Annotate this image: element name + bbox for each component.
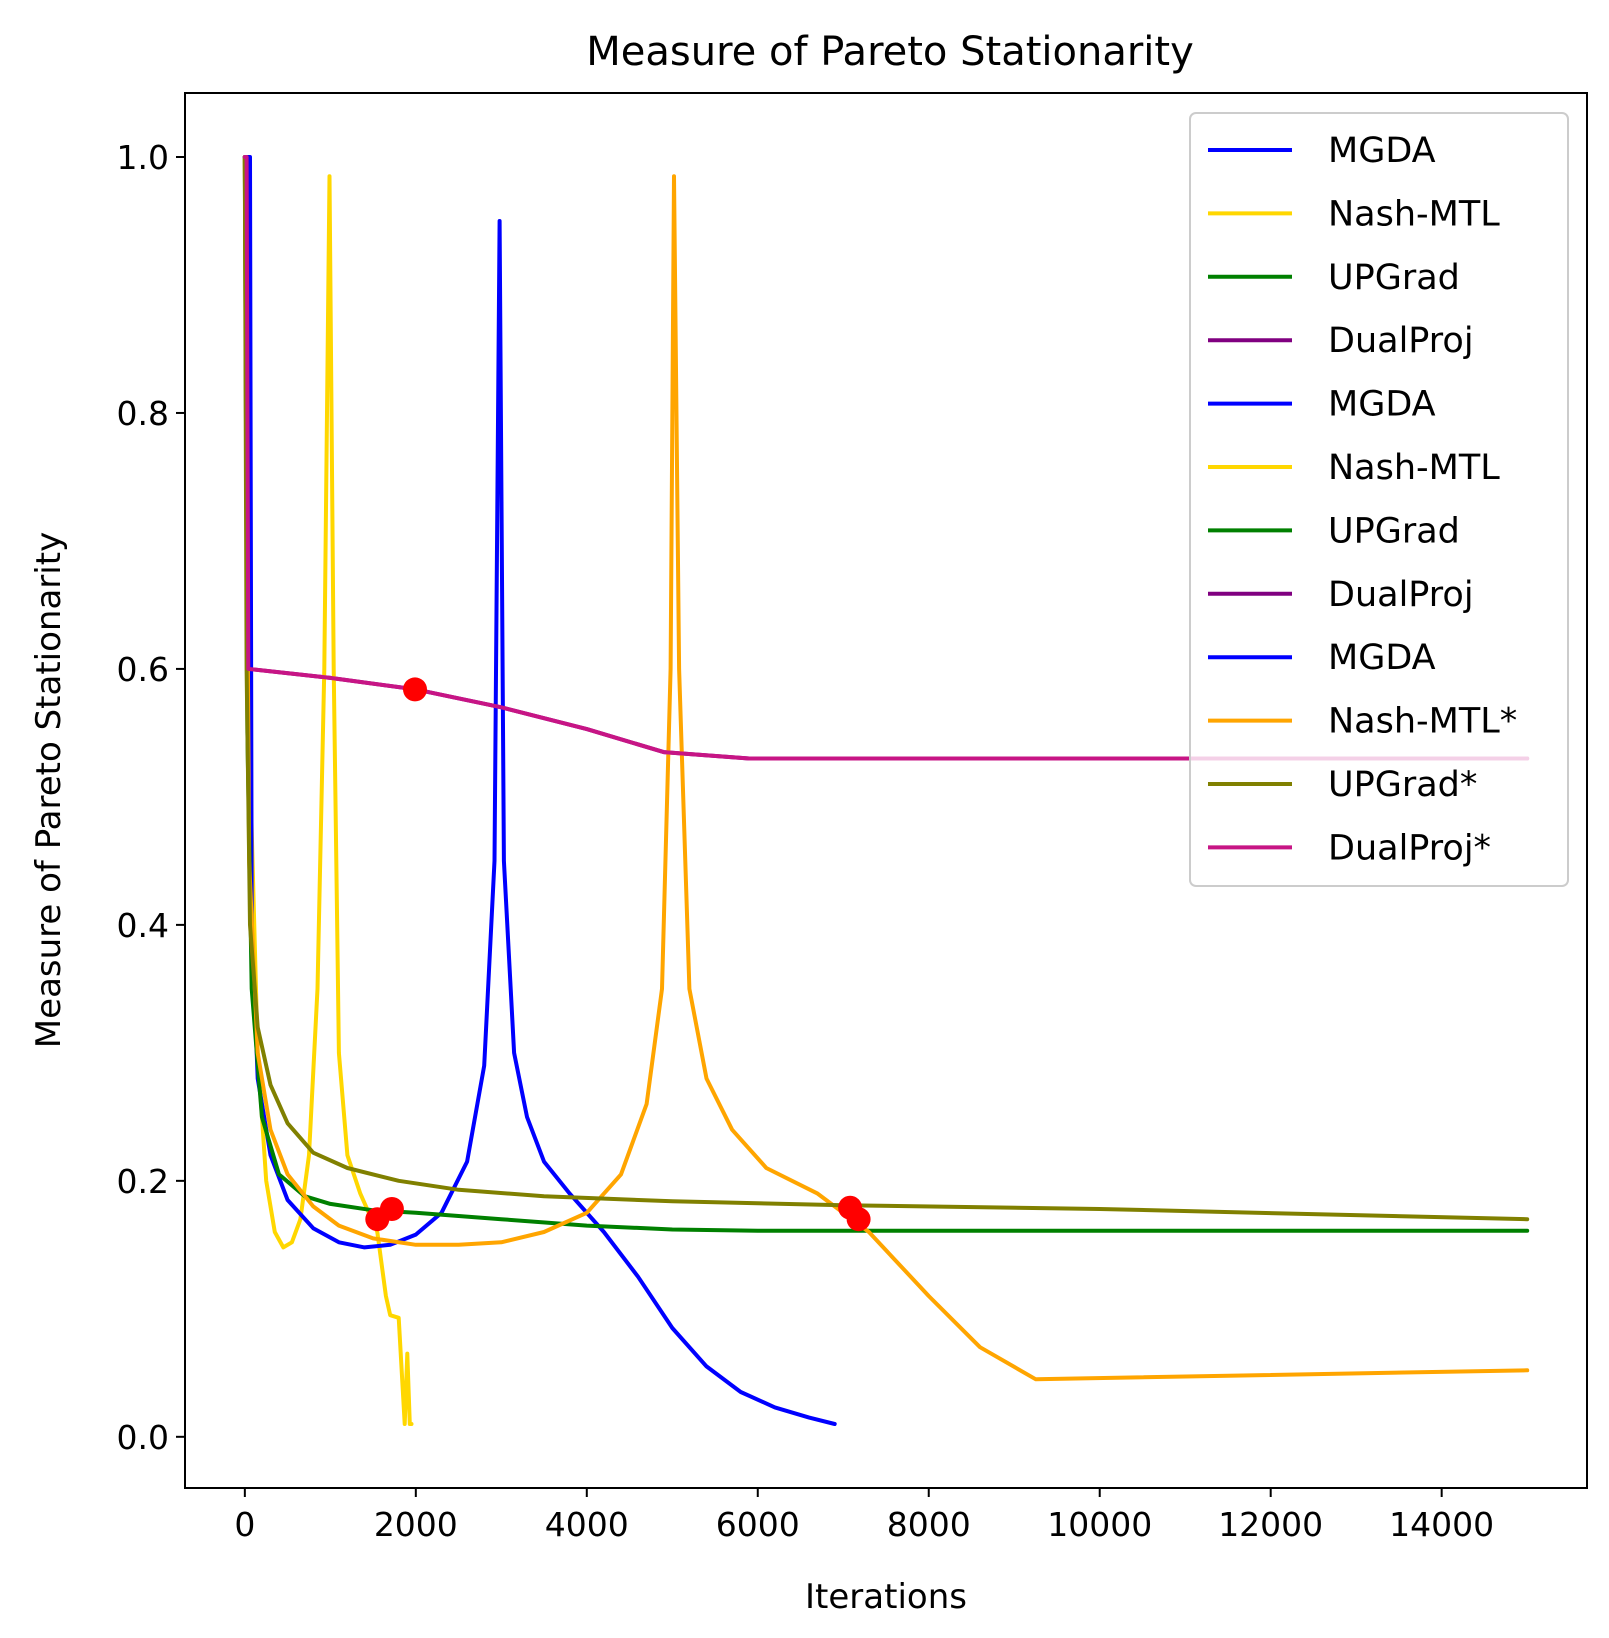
series-line-upgrad-3 [242, 155, 1530, 1233]
marker-point-1 [379, 1197, 404, 1221]
chart-title: Measure of Pareto Stationarity [586, 29, 1194, 75]
legend-box [1189, 112, 1569, 887]
plot-area [242, 155, 1530, 1426]
y-tick-label: 1.0 [117, 138, 169, 177]
x-axis-title: Iterations [805, 1577, 967, 1617]
legend-label: DualProj [1328, 321, 1474, 361]
marker-point-4 [846, 1207, 871, 1232]
legend-label: Nash-MTL* [1328, 702, 1517, 742]
legend-label: MGDA [1328, 131, 1436, 171]
series-line-upgrad-5 [242, 155, 1530, 1222]
x-tick-label: 10000 [1047, 1505, 1152, 1544]
marker-point-2 [403, 677, 427, 702]
series-line-mgda-2 [242, 155, 837, 1426]
x-tick-label: 4000 [545, 1505, 629, 1544]
x-tick-label: 6000 [716, 1505, 800, 1544]
y-axis-title: Measure of Pareto Stationarity [29, 532, 69, 1048]
x-tick-label: 2000 [374, 1505, 458, 1544]
x-tick-label: 8000 [887, 1505, 971, 1544]
plot-frame [184, 92, 1588, 1489]
y-tick-label: 0.6 [117, 650, 169, 689]
x-tick-label: 12000 [1218, 1505, 1323, 1544]
legend-label: DualProj [1328, 575, 1474, 615]
y-tick-label: 0.8 [117, 394, 169, 433]
legend-label: Nash-MTL [1328, 448, 1500, 488]
legend-label: MGDA [1328, 385, 1436, 425]
x-tick-label: 14000 [1389, 1505, 1494, 1544]
legend-label: UPGrad* [1328, 765, 1477, 805]
y-tick-label: 0.2 [117, 1162, 169, 1201]
series-line-dualproj-6 [242, 155, 1530, 761]
legend-label: UPGrad [1328, 258, 1460, 298]
legend-label: DualProj* [1328, 828, 1491, 868]
y-tick-label: 0.0 [117, 1418, 169, 1457]
x-axis: 0 2000 4000 6000 8000 10000 12000 14000 [234, 1488, 1494, 1544]
legend: MGDA Nash-MTL UPGrad DualProj MGDA Nash-MTL UP… [1189, 112, 1569, 887]
legend-label: Nash-MTL [1328, 194, 1500, 234]
y-tick-label: 0.4 [117, 906, 169, 945]
y-axis: 0.0 0.2 0.4 0.6 0.8 1.0 [117, 138, 185, 1457]
series-line-nash-mtl-1 [242, 155, 414, 1426]
legend-label: UPGrad [1328, 511, 1460, 551]
legend-label: MGDA [1328, 638, 1436, 678]
x-tick-label: 0 [234, 1505, 255, 1544]
